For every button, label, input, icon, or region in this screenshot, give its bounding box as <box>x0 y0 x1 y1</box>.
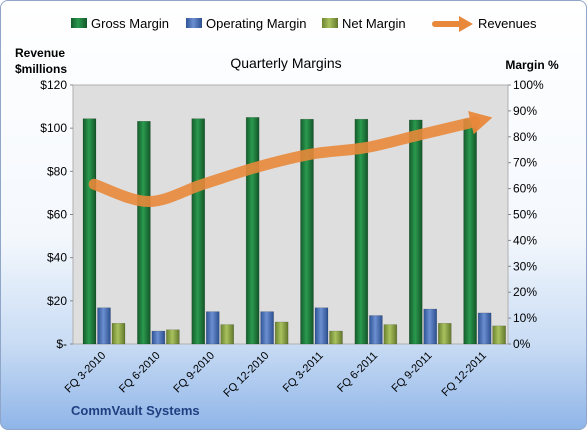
legend-arrowhead-revenues <box>459 16 473 32</box>
revenue-point <box>93 183 95 185</box>
right-axis-tick-label: 70% <box>513 156 537 170</box>
left-axis-tick-label: $120 <box>40 78 67 92</box>
revenue-point <box>148 201 150 203</box>
bar-net-margin <box>111 323 126 345</box>
legend-label-revenues: Revenues <box>478 16 537 31</box>
right-axis: 0% 10% 20% 30% 40% 50% 60% 70% 80% 90% 100% <box>508 78 544 351</box>
x-axis-tick-label: FQ 6-2010 <box>117 350 163 396</box>
bar-operating-margin <box>423 308 437 345</box>
revenue-point <box>311 153 313 155</box>
x-axis-tick-label: FQ 6-2011 <box>335 350 380 395</box>
legend-swatch-operating-margin <box>186 18 202 28</box>
bar-operating-margin <box>369 315 383 345</box>
bar-net-margin <box>438 323 452 345</box>
bar-net-margin <box>492 325 506 345</box>
x-axis-tick-label: FQ 3-2010 <box>63 350 109 396</box>
right-axis-tick-label: 40% <box>513 233 537 247</box>
legend-item-net-margin: Net Margin <box>322 16 406 31</box>
x-axis-tick-label: FQ 9-2011 <box>389 350 434 395</box>
right-axis-title: Margin % <box>505 58 559 72</box>
bar-operating-margin <box>260 311 274 345</box>
x-axis-tick-label: FQ 9-2010 <box>171 350 217 396</box>
left-axis-tick-label: $20 <box>47 294 67 308</box>
legend-swatch-gross-margin <box>71 18 87 28</box>
bar-series <box>82 117 506 345</box>
bar-net-margin <box>166 329 180 345</box>
left-axis-tick-label: $100 <box>40 121 67 135</box>
right-axis-tick-label: 30% <box>513 259 537 273</box>
left-axis-title-line1: Revenue <box>15 46 65 60</box>
bar-net-margin <box>383 324 398 345</box>
legend-label-gross-margin: Gross Margin <box>91 16 169 31</box>
revenue-point <box>202 183 204 185</box>
bar-operating-margin <box>314 307 329 345</box>
legend: Gross Margin Operating Margin Net Margin… <box>71 16 537 32</box>
chart-title: Quarterly Margins <box>230 55 341 71</box>
bar-gross-margin <box>137 121 151 345</box>
legend-item-revenues: Revenues <box>432 16 537 32</box>
bar-gross-margin <box>300 118 314 345</box>
bar-net-margin <box>329 330 343 345</box>
revenue-line <box>88 116 481 208</box>
bar-net-margin <box>274 321 289 345</box>
bar-gross-margin <box>409 119 423 345</box>
legend-item-operating-margin: Operating Margin <box>186 16 306 31</box>
left-axis-tick-label: $40 <box>47 251 67 265</box>
x-axis-tick-label: FQ 12-2011 <box>440 350 489 399</box>
bar-operating-margin <box>151 330 166 345</box>
bar-gross-margin <box>245 117 260 345</box>
revenue-point <box>365 147 367 149</box>
bar-operating-margin <box>97 307 111 345</box>
revenue-arrowhead <box>468 110 493 135</box>
bar-gross-margin <box>354 118 369 345</box>
x-axis: FQ 3-2010 FQ 6-2010 FQ 9-2010 FQ 12-2010 FQ … <box>63 350 489 400</box>
left-axis: $- $20 $40 $60 $80 $100 $120 <box>40 78 73 351</box>
legend-swatch-net-margin <box>322 18 338 28</box>
bar-operating-margin <box>206 311 220 345</box>
company-name: CommVault Systems <box>71 403 200 418</box>
revenue-point <box>419 134 421 136</box>
revenue-series <box>88 110 493 208</box>
legend-label-operating-margin: Operating Margin <box>206 16 306 31</box>
bar-gross-margin <box>463 118 477 345</box>
left-axis-tick-label: $80 <box>47 164 67 178</box>
right-axis-tick-label: 80% <box>513 130 537 144</box>
right-axis-tick-label: 20% <box>513 285 537 299</box>
right-axis-tick-label: 60% <box>513 182 537 196</box>
right-axis-tick-label: 10% <box>513 311 537 325</box>
revenue-point <box>474 121 476 123</box>
left-axis-title-line2: $millions <box>15 62 67 76</box>
left-axis-tick-label: $60 <box>47 208 67 222</box>
legend-item-gross-margin: Gross Margin <box>71 16 169 31</box>
right-axis-tick-label: 50% <box>513 208 537 222</box>
right-axis-tick-label: 90% <box>513 104 537 118</box>
revenue-point <box>256 166 258 168</box>
x-axis-tick-label: FQ 12-2010 <box>221 350 271 400</box>
right-axis-tick-label: 100% <box>513 78 544 92</box>
bar-net-margin <box>220 324 234 345</box>
bar-gross-margin <box>82 118 97 345</box>
left-axis-tick-label: $- <box>56 337 67 351</box>
x-axis-tick-label: FQ 3-2011 <box>281 350 326 395</box>
legend-label-net-margin: Net Margin <box>342 16 406 31</box>
bar-operating-margin <box>477 312 492 345</box>
right-axis-tick-label: 0% <box>513 337 531 351</box>
bar-gross-margin <box>191 118 205 345</box>
